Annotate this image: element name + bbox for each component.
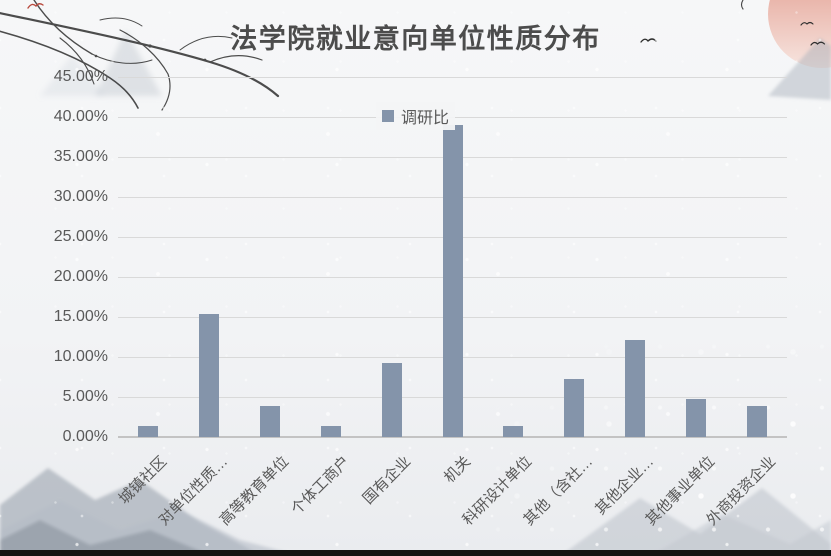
chart-title: 法学院就业意向单位性质分布 — [230, 24, 601, 54]
bar-7[interactable] — [503, 425, 524, 437]
bar-6[interactable] — [442, 125, 463, 437]
x-tick-label: 国有企业 — [359, 453, 414, 508]
footer-band — [0, 550, 831, 556]
y-tick-label: 20.00% — [53, 268, 108, 285]
bar-8[interactable] — [564, 378, 585, 437]
y-tick-label: 25.00% — [53, 228, 108, 245]
y-tick-label: 10.00% — [53, 348, 108, 365]
y-tick-label: 45.00% — [53, 68, 108, 85]
y-tick-label: 30.00% — [53, 188, 108, 205]
chart-legend[interactable]: 调研比 — [0, 102, 831, 130]
bar-11[interactable] — [746, 405, 767, 437]
x-tick-label: 个体工商户 — [287, 453, 354, 519]
bar-3[interactable] — [260, 405, 281, 437]
x-tick-label: 城镇社区 — [116, 453, 171, 508]
y-tick-label: 35.00% — [53, 148, 108, 165]
y-tick-label: 5.00% — [62, 388, 108, 405]
legend-series-label: 调研比 — [400, 110, 449, 127]
bar-4[interactable] — [320, 425, 341, 437]
y-tick-label: 15.00% — [53, 308, 108, 325]
bar-5[interactable] — [381, 362, 402, 437]
x-tick-label: 机关 — [441, 453, 475, 487]
y-tick-label: 0.00% — [62, 428, 108, 445]
bar-2[interactable] — [199, 313, 220, 437]
gridline — [118, 76, 787, 78]
bar-1[interactable] — [138, 425, 159, 437]
bar-10[interactable] — [685, 399, 706, 437]
legend-marker-swatch — [381, 110, 394, 122]
bar-9[interactable] — [624, 340, 645, 437]
